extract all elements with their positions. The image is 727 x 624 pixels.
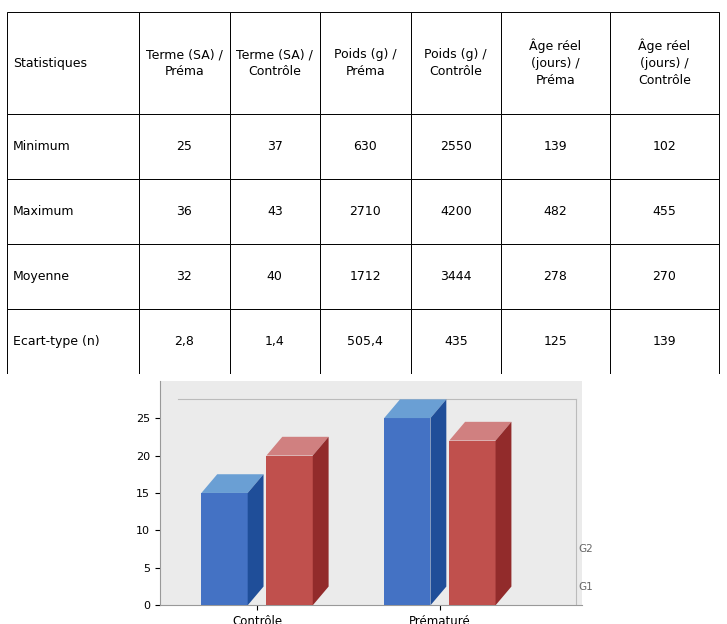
Polygon shape: [384, 418, 430, 605]
Bar: [139, 114, 230, 179]
Text: 630: 630: [353, 140, 377, 153]
Text: 102: 102: [653, 140, 676, 153]
Bar: [320, 310, 411, 374]
Bar: [610, 244, 719, 310]
Text: 25: 25: [177, 140, 192, 153]
Bar: [230, 12, 320, 114]
Bar: [411, 12, 501, 114]
Text: 1,4: 1,4: [265, 335, 285, 348]
Text: 435: 435: [444, 335, 467, 348]
Bar: [501, 179, 610, 244]
Bar: [7, 310, 139, 374]
Bar: [230, 179, 320, 244]
Bar: [501, 244, 610, 310]
Bar: [501, 310, 610, 374]
Bar: [610, 310, 719, 374]
Bar: [320, 244, 411, 310]
Text: 482: 482: [544, 205, 567, 218]
Text: Poids (g) /
Préma: Poids (g) / Préma: [334, 48, 397, 78]
Text: 278: 278: [544, 270, 568, 283]
Polygon shape: [496, 422, 511, 605]
Bar: [501, 12, 610, 114]
Text: Minimum: Minimum: [13, 140, 71, 153]
Text: 36: 36: [177, 205, 192, 218]
Bar: [411, 114, 501, 179]
Text: 43: 43: [267, 205, 283, 218]
Text: Âge réel
(jours) /
Contrôle: Âge réel (jours) / Contrôle: [638, 39, 691, 87]
Text: 4200: 4200: [440, 205, 472, 218]
Bar: [139, 12, 230, 114]
Text: Moyenne: Moyenne: [13, 270, 70, 283]
Polygon shape: [267, 437, 329, 456]
Polygon shape: [201, 474, 263, 493]
Bar: [230, 310, 320, 374]
Polygon shape: [449, 422, 511, 441]
Bar: [320, 179, 411, 244]
Text: 125: 125: [544, 335, 567, 348]
Bar: [139, 244, 230, 310]
Bar: [411, 244, 501, 310]
Text: 505,4: 505,4: [348, 335, 383, 348]
Text: 40: 40: [267, 270, 283, 283]
Bar: [610, 179, 719, 244]
Text: Poids (g) /
Contrôle: Poids (g) / Contrôle: [425, 48, 487, 78]
Text: 2550: 2550: [440, 140, 472, 153]
Text: 455: 455: [653, 205, 676, 218]
Text: Ecart-type (n): Ecart-type (n): [13, 335, 100, 348]
Text: Terme (SA) /
Contrôle: Terme (SA) / Contrôle: [236, 48, 313, 78]
Bar: [230, 244, 320, 310]
Bar: [501, 114, 610, 179]
Bar: [411, 179, 501, 244]
Text: 3444: 3444: [440, 270, 472, 283]
Bar: [230, 114, 320, 179]
Text: 139: 139: [544, 140, 567, 153]
Text: 270: 270: [653, 270, 676, 283]
Bar: [7, 244, 139, 310]
Text: 139: 139: [653, 335, 676, 348]
Text: G1: G1: [578, 582, 593, 592]
Text: 32: 32: [177, 270, 192, 283]
Polygon shape: [313, 437, 329, 605]
Polygon shape: [267, 456, 313, 605]
Text: Âge réel
(jours) /
Préma: Âge réel (jours) / Préma: [529, 39, 582, 87]
Bar: [320, 12, 411, 114]
Text: Maximum: Maximum: [13, 205, 74, 218]
Text: Terme (SA) /
Préma: Terme (SA) / Préma: [146, 48, 222, 78]
Bar: [320, 114, 411, 179]
Bar: [7, 12, 139, 114]
Bar: [139, 310, 230, 374]
Bar: [7, 179, 139, 244]
Bar: [610, 114, 719, 179]
Text: Statistiques: Statistiques: [13, 57, 87, 70]
Text: 1712: 1712: [350, 270, 381, 283]
Polygon shape: [384, 399, 446, 418]
Bar: [139, 179, 230, 244]
Polygon shape: [449, 441, 496, 605]
Bar: [7, 114, 139, 179]
Polygon shape: [201, 493, 248, 605]
Text: 2710: 2710: [350, 205, 381, 218]
Text: 2,8: 2,8: [174, 335, 194, 348]
Polygon shape: [248, 474, 263, 605]
Text: G2: G2: [578, 544, 593, 554]
Bar: [610, 12, 719, 114]
Polygon shape: [430, 399, 446, 605]
Text: 37: 37: [267, 140, 283, 153]
Bar: [411, 310, 501, 374]
